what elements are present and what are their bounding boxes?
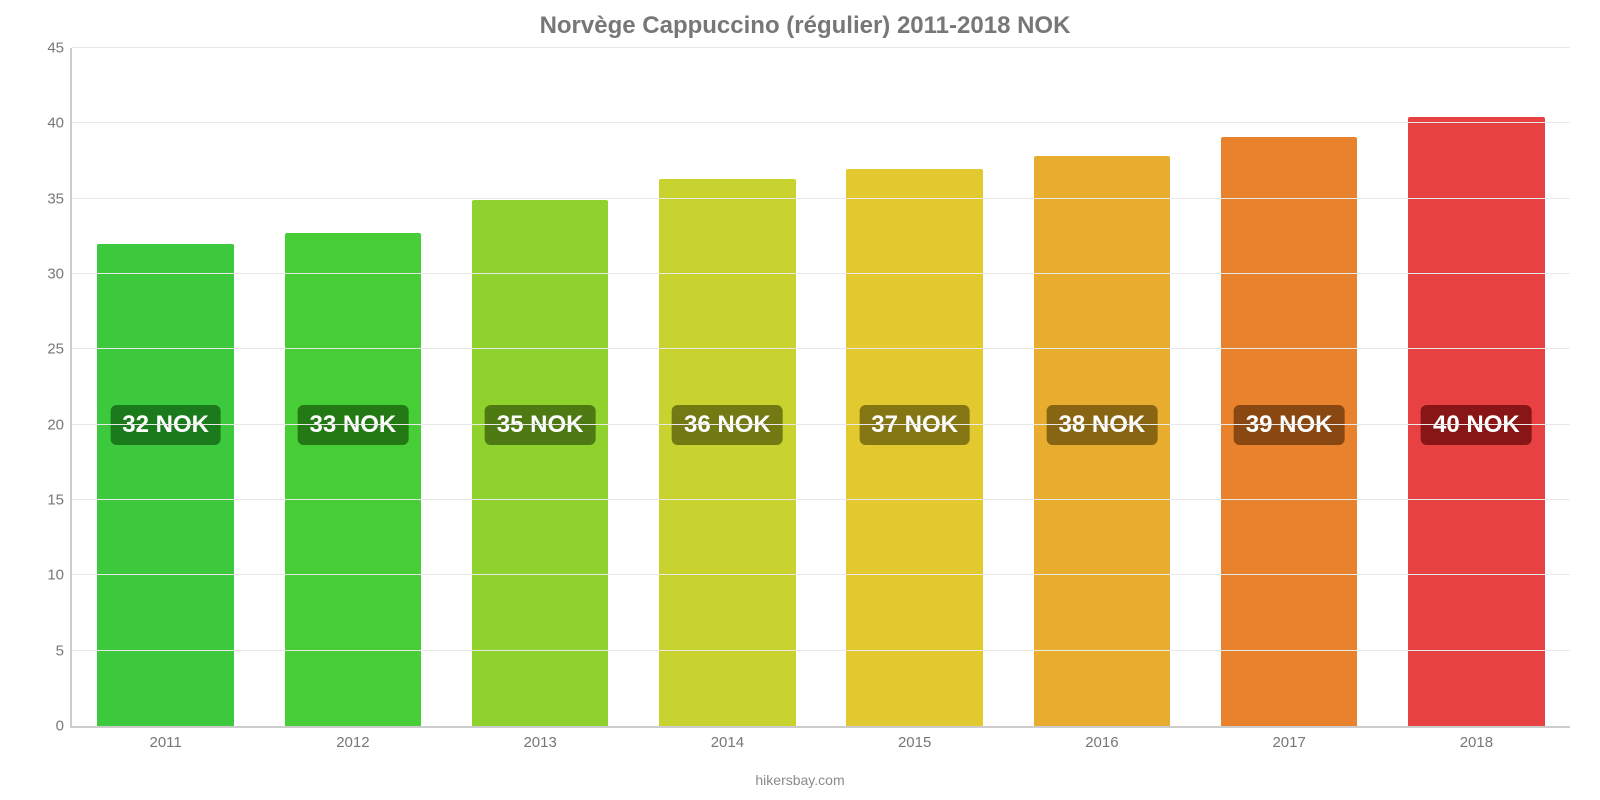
xtick-label: 2014 — [711, 726, 744, 751]
bar-slot: 39 NOK2017 — [1196, 48, 1383, 726]
bar-value-label: 33 NOK — [298, 405, 409, 445]
bar-slot: 36 NOK2014 — [634, 48, 821, 726]
gridline — [72, 574, 1570, 575]
bar-slot: 33 NOK2012 — [259, 48, 446, 726]
bar-slot: 40 NOK2018 — [1383, 48, 1570, 726]
bar — [659, 179, 796, 726]
bars-row: 32 NOK201133 NOK201235 NOK201336 NOK2014… — [72, 48, 1570, 726]
plot-area: 32 NOK201133 NOK201235 NOK201336 NOK2014… — [70, 48, 1570, 728]
bar-value-label: 39 NOK — [1234, 405, 1345, 445]
ytick-label: 40 — [47, 115, 72, 132]
ytick-label: 5 — [56, 642, 72, 659]
bar — [285, 233, 422, 726]
gridline — [72, 122, 1570, 123]
bar — [97, 244, 234, 726]
chart-container: Norvège Cappuccino (régulier) 2011-2018 … — [40, 12, 1570, 760]
gridline — [72, 424, 1570, 425]
xtick-label: 2011 — [149, 726, 181, 751]
bar — [846, 169, 983, 726]
chart-title: Norvège Cappuccino (régulier) 2011-2018 … — [40, 12, 1570, 40]
bar-value-label: 35 NOK — [485, 405, 596, 445]
ytick-label: 30 — [47, 266, 72, 283]
ytick-label: 15 — [47, 492, 72, 509]
bar-value-label: 40 NOK — [1421, 405, 1532, 445]
bar-value-label: 38 NOK — [1047, 405, 1158, 445]
gridline — [72, 499, 1570, 500]
xtick-label: 2013 — [523, 726, 556, 751]
gridline — [72, 273, 1570, 274]
ytick-label: 35 — [47, 190, 72, 207]
gridline — [72, 47, 1570, 48]
ytick-label: 20 — [47, 416, 72, 433]
bar-value-label: 36 NOK — [672, 405, 783, 445]
bar-slot: 32 NOK2011 — [72, 48, 259, 726]
bar — [472, 200, 609, 726]
bar-value-label: 32 NOK — [110, 405, 221, 445]
xtick-label: 2017 — [1272, 726, 1305, 751]
gridline — [72, 650, 1570, 651]
bar-slot: 37 NOK2015 — [821, 48, 1008, 726]
gridline — [72, 198, 1570, 199]
xtick-label: 2018 — [1460, 726, 1493, 751]
ytick-label: 0 — [56, 718, 72, 735]
xtick-label: 2015 — [898, 726, 931, 751]
xtick-label: 2016 — [1085, 726, 1118, 751]
ytick-label: 45 — [47, 40, 72, 57]
attribution-text: hikersbay.com — [0, 772, 1600, 788]
ytick-label: 10 — [47, 567, 72, 584]
bar-value-label: 37 NOK — [859, 405, 970, 445]
bar-slot: 35 NOK2013 — [447, 48, 634, 726]
xtick-label: 2012 — [336, 726, 369, 751]
bar-slot: 38 NOK2016 — [1008, 48, 1195, 726]
ytick-label: 25 — [47, 341, 72, 358]
gridline — [72, 348, 1570, 349]
